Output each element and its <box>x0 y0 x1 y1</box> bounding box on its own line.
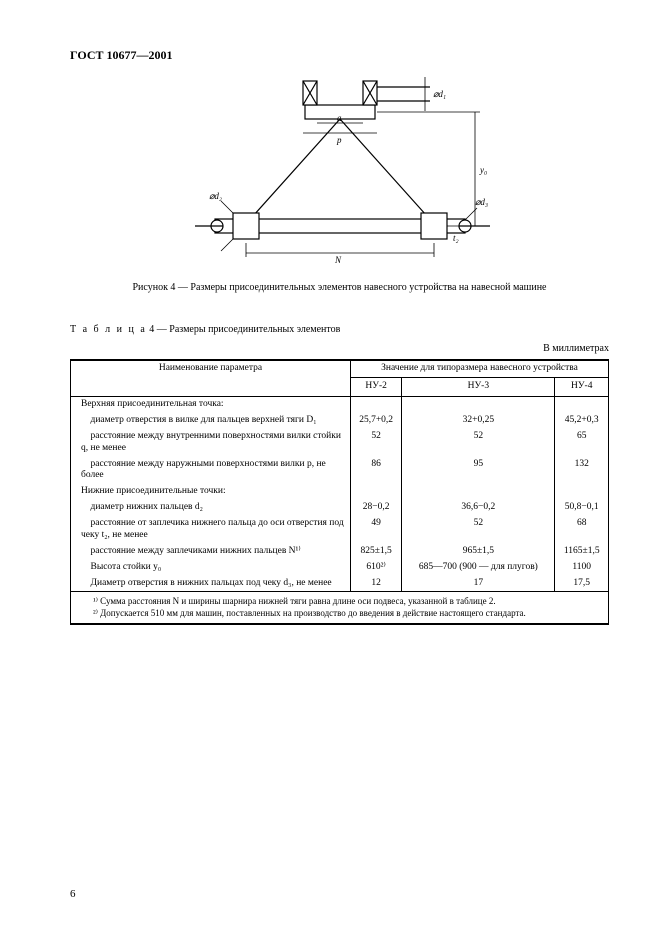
doc-header: ГОСТ 10677—2001 <box>70 48 609 63</box>
col-header-group: Значение для типоразмера навесного устро… <box>351 360 609 377</box>
value-cell: 45,2+0,3 <box>555 413 609 429</box>
value-cell <box>555 397 609 413</box>
table-units: В миллиметрах <box>70 343 609 356</box>
table-notes: ¹⁾ Сумма расстояния N и ширины шарнира н… <box>71 592 609 624</box>
value-cell: 95 <box>402 457 555 485</box>
dim-p: p <box>336 135 342 145</box>
col-header-param: Наименование параметра <box>71 360 351 396</box>
table-caption: Т а б л и ц а 4 — Размеры присоединитель… <box>70 324 609 337</box>
figure-4: a p N ⌀d₁ ⌀d₂ ⌀d₃ y₀ t₂ <box>70 73 609 268</box>
value-cell: 25,7+0,2 <box>351 413 402 429</box>
dim-d1: ⌀d₁ <box>433 89 446 99</box>
value-cell <box>555 484 609 500</box>
figure-caption: Рисунок 4 — Размеры присоединительных эл… <box>70 282 609 295</box>
value-cell: 17 <box>402 576 555 592</box>
value-cell: 86 <box>351 457 402 485</box>
value-cell <box>402 397 555 413</box>
param-cell: Нижние присоединительные точки: <box>71 484 351 500</box>
value-cell: 52 <box>402 429 555 457</box>
value-cell: 36,6−0,2 <box>402 500 555 516</box>
value-cell: 52 <box>402 516 555 544</box>
col-nu4: НУ-4 <box>555 378 609 397</box>
param-cell: расстояние от заплечика нижнего пальца д… <box>71 516 351 544</box>
param-cell: диаметр нижних пальцев d₂ <box>71 500 351 516</box>
value-cell <box>351 484 402 500</box>
col-nu3: НУ-3 <box>402 378 555 397</box>
technical-drawing: a p N ⌀d₁ ⌀d₂ ⌀d₃ y₀ t₂ <box>175 73 505 263</box>
dim-N: N <box>334 255 342 263</box>
dim-d3: ⌀d₃ <box>475 197 488 207</box>
value-cell: 52 <box>351 429 402 457</box>
value-cell: 32+0,25 <box>402 413 555 429</box>
value-cell: 1100 <box>555 560 609 576</box>
page: ГОСТ 10677—2001 <box>0 0 661 936</box>
table-row: расстояние между внутренними поверхностя… <box>71 429 609 457</box>
param-cell: Диаметр отверстия в нижних пальцах под ч… <box>71 576 351 592</box>
value-cell: 50,8−0,1 <box>555 500 609 516</box>
page-number: 6 <box>70 888 76 902</box>
parameters-table: Наименование параметра Значение для типо… <box>70 359 609 625</box>
value-cell: 1165±1,5 <box>555 544 609 560</box>
value-cell: 610²⁾ <box>351 560 402 576</box>
dim-y0: y₀ <box>479 165 487 175</box>
value-cell: 825±1,5 <box>351 544 402 560</box>
value-cell: 685—700 (900 — для плугов) <box>402 560 555 576</box>
param-cell: диаметр отверстия в вилке для пальцев ве… <box>71 413 351 429</box>
dim-t2: t₂ <box>453 233 459 243</box>
value-cell: 49 <box>351 516 402 544</box>
dim-a: a <box>337 113 342 123</box>
table-row: диаметр отверстия в вилке для пальцев ве… <box>71 413 609 429</box>
value-cell: 12 <box>351 576 402 592</box>
param-cell: расстояние между наружными поверхностями… <box>71 457 351 485</box>
param-cell: Высота стойки y₀ <box>71 560 351 576</box>
value-cell: 28−0,2 <box>351 500 402 516</box>
value-cell <box>402 484 555 500</box>
dim-d2: ⌀d₂ <box>209 191 222 201</box>
table-row: диаметр нижних пальцев d₂28−0,236,6−0,25… <box>71 500 609 516</box>
table-row: Диаметр отверстия в нижних пальцах под ч… <box>71 576 609 592</box>
table-row: расстояние между заплечиками нижних паль… <box>71 544 609 560</box>
param-cell: расстояние между внутренними поверхностя… <box>71 429 351 457</box>
value-cell <box>351 397 402 413</box>
table-caption-prefix: Т а б л и ц а <box>70 324 147 335</box>
value-cell: 965±1,5 <box>402 544 555 560</box>
value-cell: 132 <box>555 457 609 485</box>
table-row: расстояние между наружными поверхностями… <box>71 457 609 485</box>
table-row: расстояние от заплечика нижнего пальца д… <box>71 516 609 544</box>
col-nu2: НУ-2 <box>351 378 402 397</box>
table-row: Высота стойки y₀610²⁾685—700 (900 — для … <box>71 560 609 576</box>
table-row: Верхняя присоединительная точка: <box>71 397 609 413</box>
table-caption-text: 4 — Размеры присоединительных элементов <box>149 324 340 335</box>
table-row: Нижние присоединительные точки: <box>71 484 609 500</box>
param-cell: Верхняя присоединительная точка: <box>71 397 351 413</box>
value-cell: 17,5 <box>555 576 609 592</box>
value-cell: 68 <box>555 516 609 544</box>
value-cell: 65 <box>555 429 609 457</box>
param-cell: расстояние между заплечиками нижних паль… <box>71 544 351 560</box>
